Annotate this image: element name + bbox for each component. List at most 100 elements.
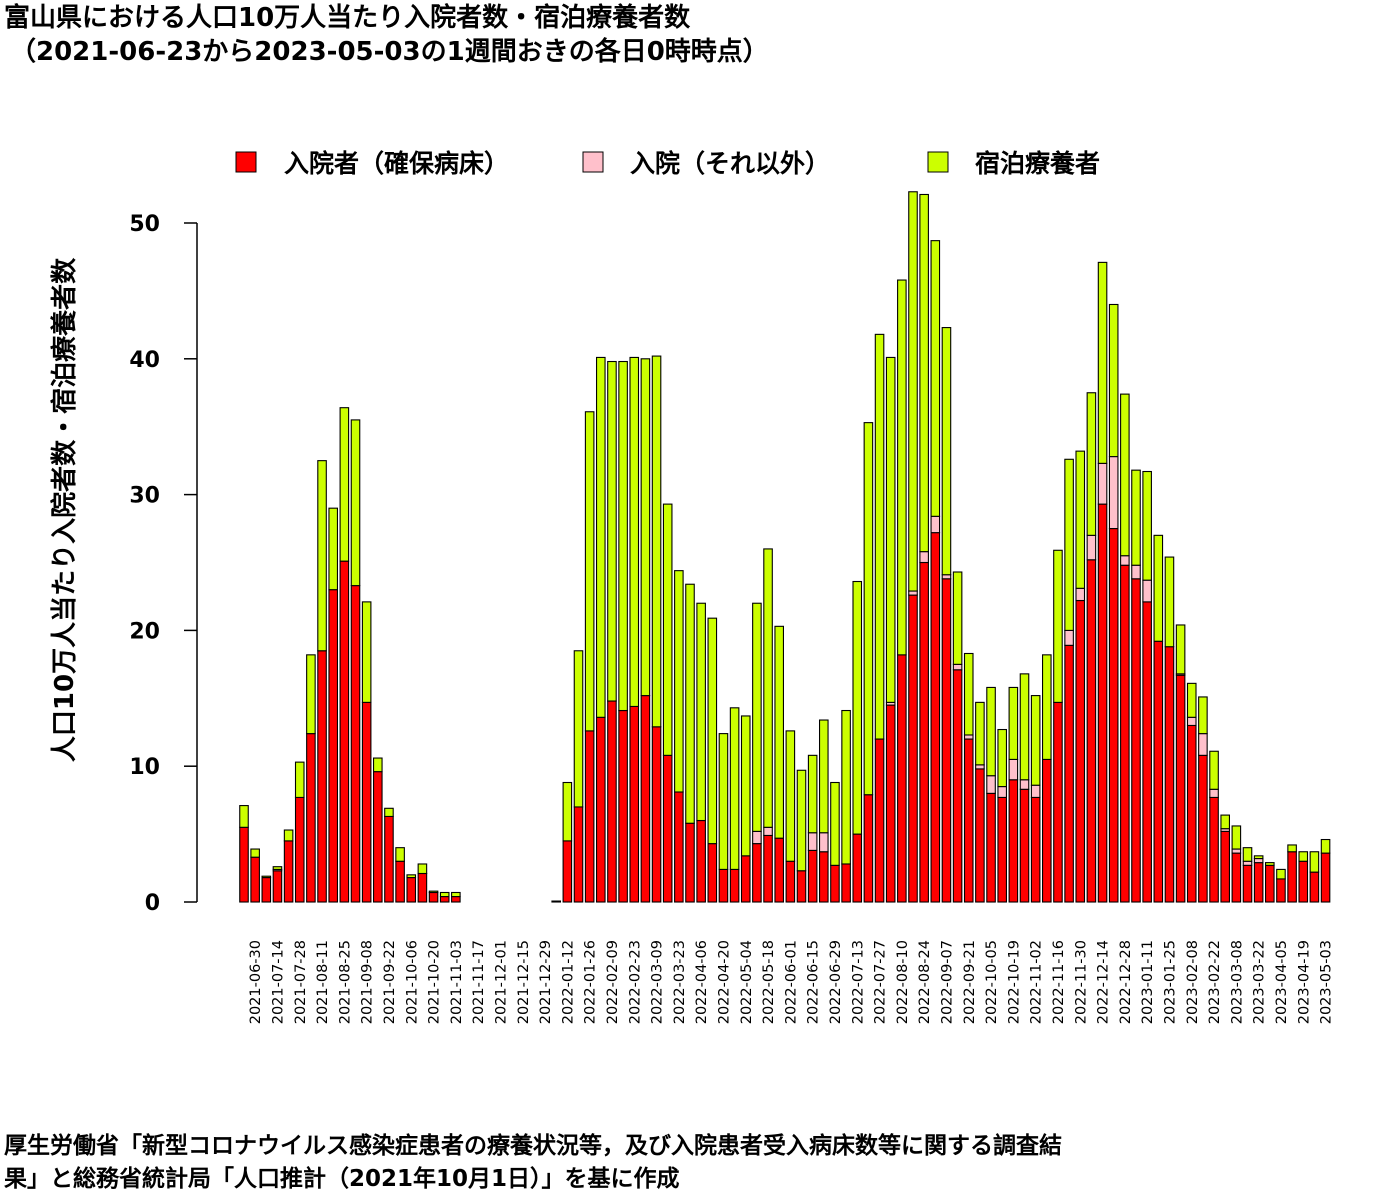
bar-segment-hospital-secured — [272, 870, 283, 903]
x-tick-label: 2022-10-05 — [984, 940, 1000, 1024]
bar-segment-hospital-secured — [662, 754, 673, 903]
bar-segment-hospital-other — [930, 515, 941, 534]
bar-segment-hospital-other — [1242, 860, 1253, 866]
legend-swatch-hotel-care — [927, 151, 949, 173]
x-tick-label: 2022-10-19 — [1006, 940, 1022, 1024]
bar-segment-hospital-secured — [941, 578, 952, 903]
bar-segment-hotel-care — [1276, 868, 1286, 880]
x-tick-label: 2023-03-08 — [1229, 940, 1245, 1024]
bar-segment-hospital-secured — [607, 700, 617, 903]
bar-segment-hospital-secured — [863, 794, 874, 903]
bar-segment-hotel-care — [1309, 851, 1320, 873]
bar-segment-hospital-secured — [306, 733, 316, 903]
bar-segment-hospital-secured — [696, 819, 706, 903]
bar-segment-hotel-care — [674, 570, 684, 793]
x-tick-label: 2022-02-09 — [605, 940, 621, 1024]
bar-segment-hospital-other — [919, 551, 929, 564]
bar-segment-hospital-other — [1131, 564, 1141, 580]
bar-segment-hospital-secured — [551, 900, 562, 903]
bar-segment-hospital-other — [1198, 733, 1208, 756]
bar-segment-hospital-other — [1142, 579, 1152, 603]
x-tick-label: 2022-07-13 — [850, 940, 866, 1024]
x-tick-label: 2022-02-23 — [627, 940, 643, 1024]
bar-segment-hospital-secured — [1209, 796, 1219, 903]
bar-segment-hospital-secured — [417, 872, 428, 903]
bar-segment-hotel-care — [1153, 534, 1164, 642]
x-tick-label: 2022-09-21 — [962, 940, 978, 1024]
bar-segment-hospital-secured — [317, 650, 327, 903]
legend-label-hotel-care: 宿泊療養者 — [975, 149, 1100, 178]
bar-segment-hotel-care — [1220, 814, 1230, 830]
bar-segment-hotel-care — [384, 807, 394, 817]
bar-segment-hotel-care — [919, 193, 929, 553]
x-tick-label: 2023-02-22 — [1207, 940, 1223, 1024]
bar-segment-hospital-secured — [852, 833, 863, 903]
legend: 入院者（確保病床） 入院（それ以外） 宿泊療養者 — [235, 149, 1100, 178]
source-caption-line2: 果」と総務省統計局「人口推計（2021年10月1日）」を基に作成 — [4, 1166, 680, 1192]
bar-segment-hospital-secured — [763, 834, 773, 903]
bar-segment-hotel-care — [618, 360, 628, 712]
bar-segment-hospital-secured — [785, 860, 796, 903]
bar-segment-hotel-care — [1164, 556, 1175, 648]
source-caption-line1: 厚生労働省「新型コロナウイルス感染症患者の療養状況等，及び入院患者受入病床数等に… — [4, 1133, 1062, 1159]
bar-segment-hospital-secured — [1153, 640, 1164, 903]
bar-segment-hospital-other — [818, 832, 829, 853]
x-tick-label: 2022-12-14 — [1096, 940, 1112, 1024]
bar-segment-hospital-secured — [1030, 796, 1041, 903]
x-tick-label: 2022-07-27 — [873, 940, 889, 1024]
bar-segment-hotel-care — [595, 356, 606, 718]
bar-segment-hotel-care — [1019, 673, 1030, 781]
bar-segment-hospital-secured — [395, 860, 405, 903]
bar-segment-hospital-secured — [1008, 779, 1019, 903]
bar-segment-hospital-secured — [1175, 674, 1186, 903]
y-tick-label: 30 — [129, 484, 160, 509]
bar-segment-hospital-other — [997, 786, 1008, 798]
bars — [239, 191, 1331, 903]
bar-segment-hospital-secured — [294, 796, 305, 903]
bar-segment-hospital-secured — [1231, 852, 1242, 903]
bar-segment-hotel-care — [283, 829, 294, 842]
bar-segment-hospital-secured — [818, 851, 829, 903]
bar-segment-hospital-other — [1086, 534, 1097, 561]
bar-segment-hospital-secured — [796, 870, 807, 903]
bar-segment-hotel-care — [818, 719, 829, 834]
bar-segment-hospital-secured — [997, 796, 1008, 903]
bar-segment-hospital-secured — [1075, 599, 1086, 903]
bar-segment-hospital-other — [986, 775, 996, 794]
bar-segment-hospital-other — [975, 764, 985, 770]
bar-segment-hospital-secured — [1186, 724, 1197, 903]
bar-segment-hotel-care — [885, 356, 896, 703]
bar-segment-hospital-secured — [841, 863, 851, 903]
bar-segment-hospital-secured — [339, 560, 350, 903]
bar-segment-hospital-other — [941, 574, 952, 580]
bar-segment-hospital-secured — [350, 585, 361, 903]
bar-segment-hotel-care — [584, 411, 595, 732]
bar-segment-hotel-care — [1120, 393, 1130, 557]
bar-segment-hospital-secured — [874, 738, 885, 903]
legend-swatch-hospital-secured — [235, 151, 257, 173]
x-tick-label: 2021-10-06 — [404, 940, 420, 1024]
bar-segment-hospital-other — [807, 832, 818, 851]
bar-segment-hospital-other — [963, 734, 974, 740]
bar-segment-hospital-secured — [250, 856, 260, 903]
bar-segment-hotel-care — [740, 715, 751, 857]
bar-segment-hotel-care — [272, 866, 283, 870]
bar-segment-hospital-secured — [975, 768, 985, 903]
bar-segment-hotel-care — [306, 654, 316, 735]
bar-segment-hotel-care — [841, 709, 851, 865]
bar-segment-hospital-secured — [372, 771, 383, 903]
bar-segment-hotel-care — [897, 279, 907, 656]
bar-segment-hospital-secured — [674, 791, 684, 903]
bar-segment-hospital-secured — [1097, 503, 1108, 903]
bar-segment-hospital-secured — [1265, 864, 1275, 903]
x-tick-label: 2022-08-24 — [917, 940, 933, 1024]
x-tick-label: 2021-10-20 — [427, 940, 443, 1024]
bar-segment-hospital-other — [1097, 462, 1108, 505]
bar-segment-hospital-secured — [752, 843, 762, 903]
y-tick-label: 0 — [145, 891, 160, 916]
bar-segment-hospital-other — [952, 663, 963, 671]
bar-segment-hotel-care — [830, 781, 840, 866]
bar-segment-hospital-secured — [897, 654, 907, 903]
bar-segment-hotel-care — [317, 460, 327, 652]
bar-segment-hospital-other — [763, 826, 773, 837]
